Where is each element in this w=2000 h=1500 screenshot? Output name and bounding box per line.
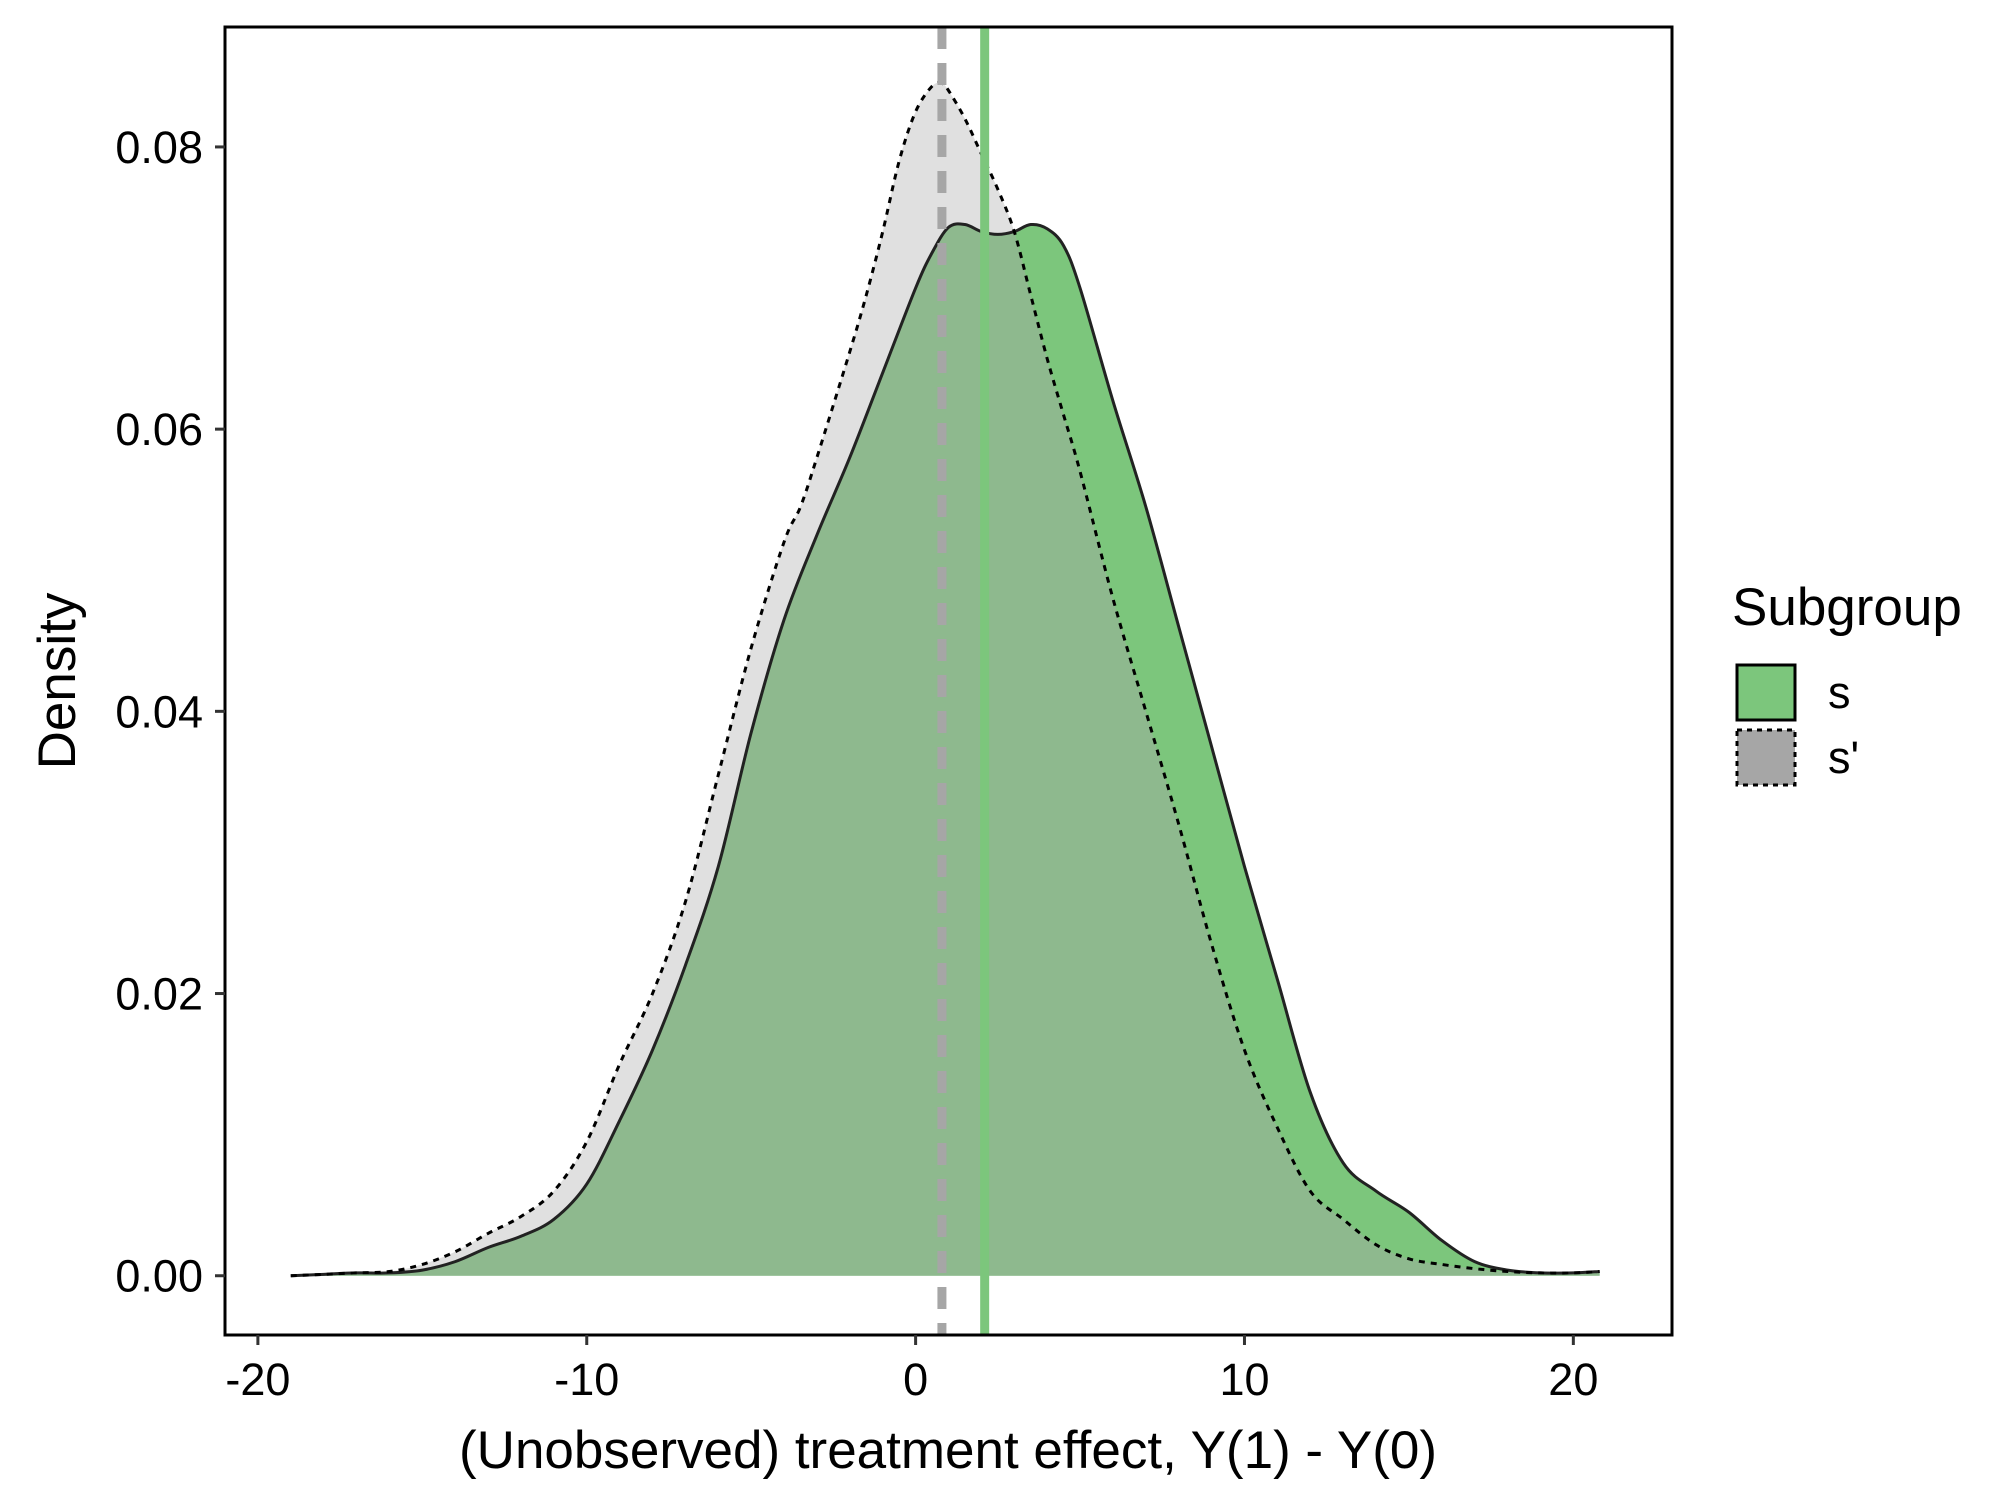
panel-border — [223, 25, 1674, 1337]
y-tick-label: 0.08 — [115, 122, 203, 173]
y-tick-label: 0.02 — [115, 969, 203, 1020]
x-tick-label: -10 — [554, 1354, 619, 1405]
y-axis-title: Density — [28, 592, 87, 769]
y-tick-label: 0.04 — [115, 686, 203, 737]
y-tick-label: 0.06 — [115, 404, 203, 455]
legend-key-s — [1735, 663, 1797, 722]
density-line-s — [290, 222, 1600, 1278]
density-line-s-prime — [290, 81, 1600, 1278]
legend-label-s-prime: s' — [1828, 732, 1859, 783]
y-axis: 0.00 0.02 0.04 0.06 0.08 — [115, 122, 225, 1302]
plot-area — [290, 27, 1600, 1335]
x-tick-label: 0 — [903, 1354, 928, 1405]
y-tick-label: 0.00 — [115, 1251, 203, 1302]
legend-title: Subgroup — [1732, 578, 1962, 637]
legend: Subgroup s s' — [1732, 578, 1962, 787]
x-axis-title: (Unobserved) treatment effect, Y(1) - Y(… — [459, 1421, 1437, 1480]
x-tick-label: -20 — [225, 1354, 290, 1405]
x-tick-label: 10 — [1219, 1354, 1269, 1405]
x-axis: -20 -10 0 10 20 — [225, 1335, 1598, 1405]
legend-key-s-prime — [1735, 728, 1797, 787]
x-tick-label: 20 — [1548, 1354, 1598, 1405]
legend-label-s: s — [1828, 667, 1851, 718]
